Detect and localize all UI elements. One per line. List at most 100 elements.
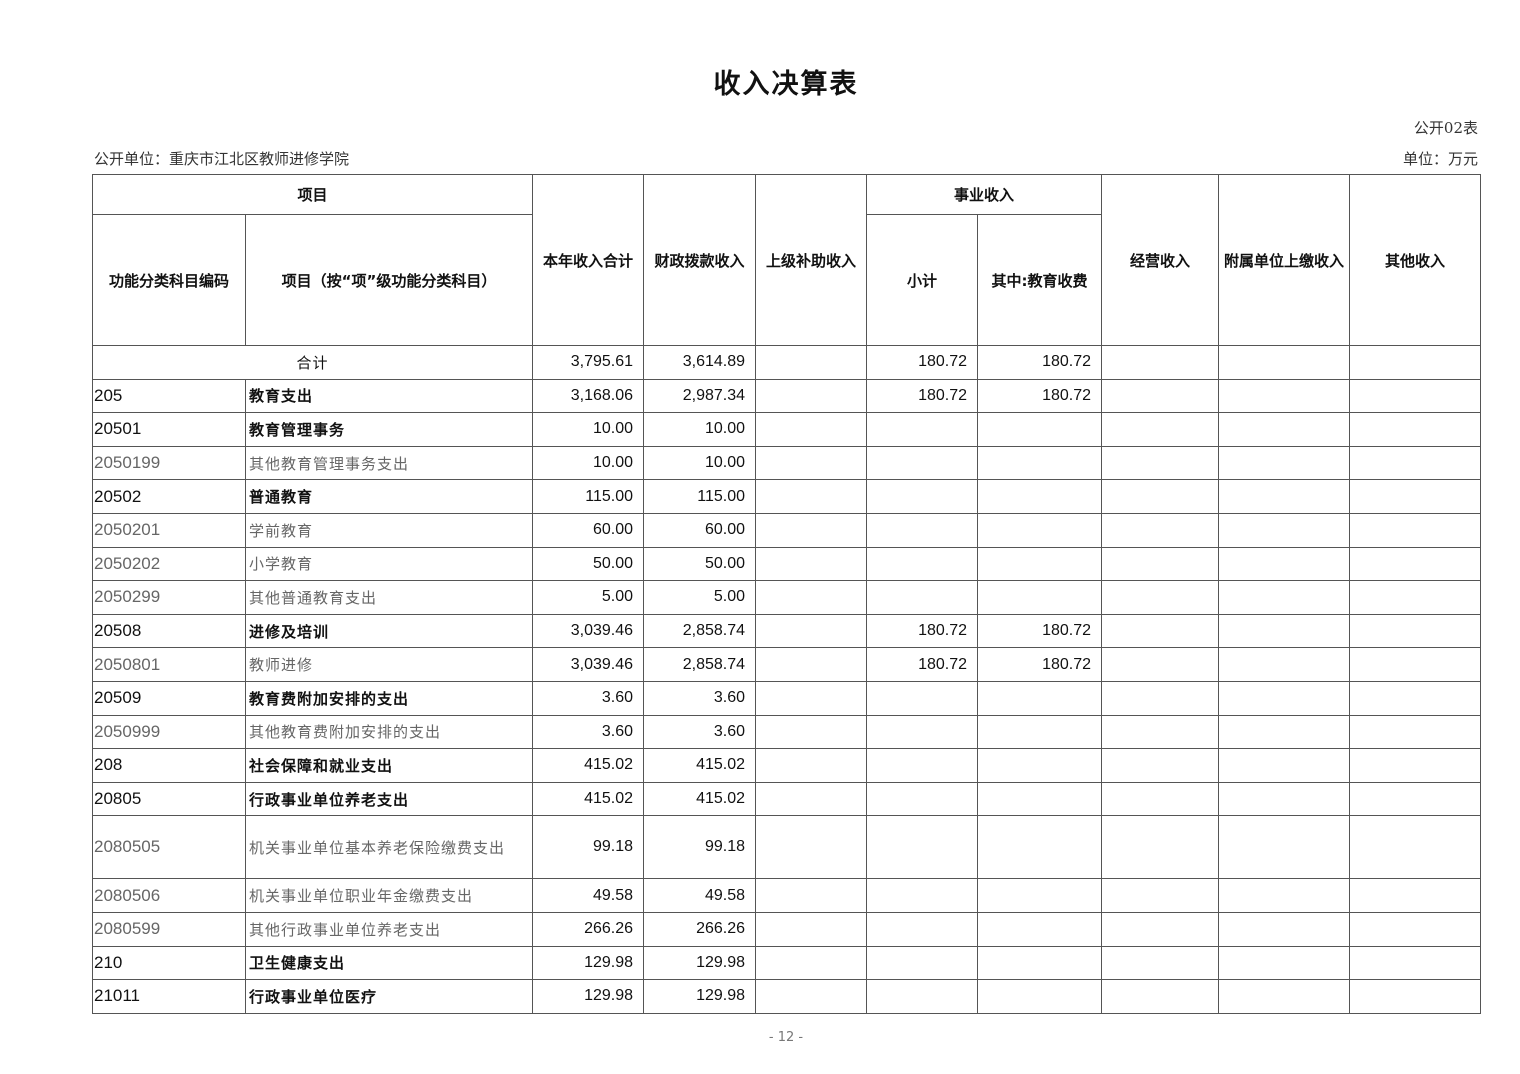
table-row: 2080599 其他行政事业单位养老支出 266.26 266.26 xyxy=(92,911,1482,947)
row-fiscal: 129.98 xyxy=(643,979,757,1014)
page-number: - 12 - xyxy=(768,1030,804,1045)
row-subtotal xyxy=(866,714,979,750)
row-other xyxy=(1349,945,1482,981)
row-fiscal: 60.00 xyxy=(643,512,757,548)
row-code: 2050999 xyxy=(92,714,246,750)
row-superior xyxy=(755,580,868,615)
row-total: 5.00 xyxy=(532,580,645,615)
table-row: 208 社会保障和就业支出 415.02 415.02 xyxy=(92,748,1482,783)
row-other xyxy=(1349,815,1482,880)
row-code: 20509 xyxy=(92,680,246,716)
row-subtotal xyxy=(866,815,979,880)
row-total: 415.02 xyxy=(532,781,645,817)
sum-subtotal: 180.72 xyxy=(866,345,979,380)
row-other xyxy=(1349,613,1482,649)
currency-unit: 单位：万元 xyxy=(1402,150,1478,168)
row-code: 20502 xyxy=(92,479,246,514)
row-total: 3.60 xyxy=(532,714,645,750)
row-name: 行政事业单位医疗 xyxy=(244,979,534,1014)
table-row: 2050999 其他教育费附加安排的支出 3.60 3.60 xyxy=(92,714,1482,750)
row-other xyxy=(1349,445,1482,481)
header-operating: 经营收入 xyxy=(1101,174,1220,346)
row-superior xyxy=(755,911,868,947)
row-name: 教育支出 xyxy=(244,378,534,414)
row-operating xyxy=(1101,580,1220,615)
row-subtotal: 180.72 xyxy=(866,378,979,414)
table-row: 21011 行政事业单位医疗 129.98 129.98 xyxy=(92,979,1482,1014)
sum-affiliated xyxy=(1218,345,1351,380)
row-other xyxy=(1349,979,1482,1014)
row-fiscal: 10.00 xyxy=(643,412,757,447)
row-fiscal: 2,858.74 xyxy=(643,613,757,649)
row-name: 机关事业单位基本养老保险缴费支出 xyxy=(244,815,534,880)
row-affiliated xyxy=(1218,911,1351,947)
row-operating xyxy=(1101,512,1220,548)
table-row: 2050801 教师进修 3,039.46 2,858.74 180.72 180.72 xyxy=(92,647,1482,682)
sum-row: 合计 3,795.61 3,614.89 180.72 180.72 xyxy=(91,345,1482,380)
row-subtotal xyxy=(866,680,979,716)
header-affiliated: 附属单位上缴收入 xyxy=(1218,174,1351,346)
page-title: 收入决算表 xyxy=(713,69,859,100)
row-code: 210 xyxy=(92,945,246,981)
row-superior xyxy=(755,613,868,649)
row-superior xyxy=(755,546,868,582)
row-total: 3,168.06 xyxy=(532,378,645,414)
row-edu-fee xyxy=(977,546,1103,582)
row-subtotal xyxy=(866,546,979,582)
row-code: 2080506 xyxy=(92,878,246,913)
row-code: 2080599 xyxy=(92,911,246,947)
row-code: 20508 xyxy=(92,613,246,649)
table-row: 20509 教育费附加安排的支出 3.60 3.60 xyxy=(92,680,1482,716)
row-operating xyxy=(1101,714,1220,750)
row-subtotal xyxy=(866,479,979,514)
row-edu-fee xyxy=(977,878,1103,913)
row-operating xyxy=(1101,748,1220,783)
row-other xyxy=(1349,911,1482,947)
row-superior xyxy=(755,512,868,548)
row-edu-fee: 180.72 xyxy=(977,613,1103,649)
row-affiliated xyxy=(1218,781,1351,817)
row-code: 21011 xyxy=(92,979,246,1014)
row-name: 教育费附加安排的支出 xyxy=(244,680,534,716)
sum-other xyxy=(1349,345,1482,380)
row-edu-fee xyxy=(977,445,1103,481)
row-name: 学前教育 xyxy=(244,512,534,548)
row-other xyxy=(1349,580,1482,615)
row-name: 行政事业单位养老支出 xyxy=(244,781,534,817)
row-operating xyxy=(1101,613,1220,649)
row-superior xyxy=(755,748,868,783)
row-operating xyxy=(1101,781,1220,817)
row-subtotal xyxy=(866,445,979,481)
row-operating xyxy=(1101,378,1220,414)
table-row: 20502 普通教育 115.00 115.00 xyxy=(92,479,1482,514)
row-affiliated xyxy=(1218,546,1351,582)
reporting-unit: 公开单位：重庆市江北区教师进修学院 xyxy=(94,150,350,168)
table-row: 2080505 机关事业单位基本养老保险缴费支出 99.18 99.18 xyxy=(92,815,1482,880)
row-affiliated xyxy=(1218,512,1351,548)
row-subtotal xyxy=(866,580,979,615)
row-subtotal xyxy=(866,911,979,947)
row-name: 机关事业单位职业年金缴费支出 xyxy=(244,878,534,913)
row-affiliated xyxy=(1218,613,1351,649)
row-subtotal xyxy=(866,878,979,913)
row-total: 50.00 xyxy=(532,546,645,582)
row-affiliated xyxy=(1218,680,1351,716)
row-total: 129.98 xyxy=(532,945,645,981)
row-edu-fee xyxy=(977,911,1103,947)
row-edu-fee xyxy=(977,680,1103,716)
table-row: 2050199 其他教育管理事务支出 10.00 10.00 xyxy=(92,445,1482,481)
row-affiliated xyxy=(1218,878,1351,913)
sum-edu-fee: 180.72 xyxy=(977,345,1103,380)
row-superior xyxy=(755,781,868,817)
row-operating xyxy=(1101,546,1220,582)
row-total: 60.00 xyxy=(532,512,645,548)
row-other xyxy=(1349,748,1482,783)
row-name: 教育管理事务 xyxy=(244,412,534,447)
row-subtotal: 180.72 xyxy=(866,647,979,682)
row-subtotal xyxy=(866,512,979,548)
row-edu-fee xyxy=(977,815,1103,880)
row-code: 2050201 xyxy=(92,512,246,548)
row-code: 20501 xyxy=(92,412,246,447)
row-subtotal xyxy=(866,979,979,1014)
sum-label: 合计 xyxy=(91,345,534,380)
